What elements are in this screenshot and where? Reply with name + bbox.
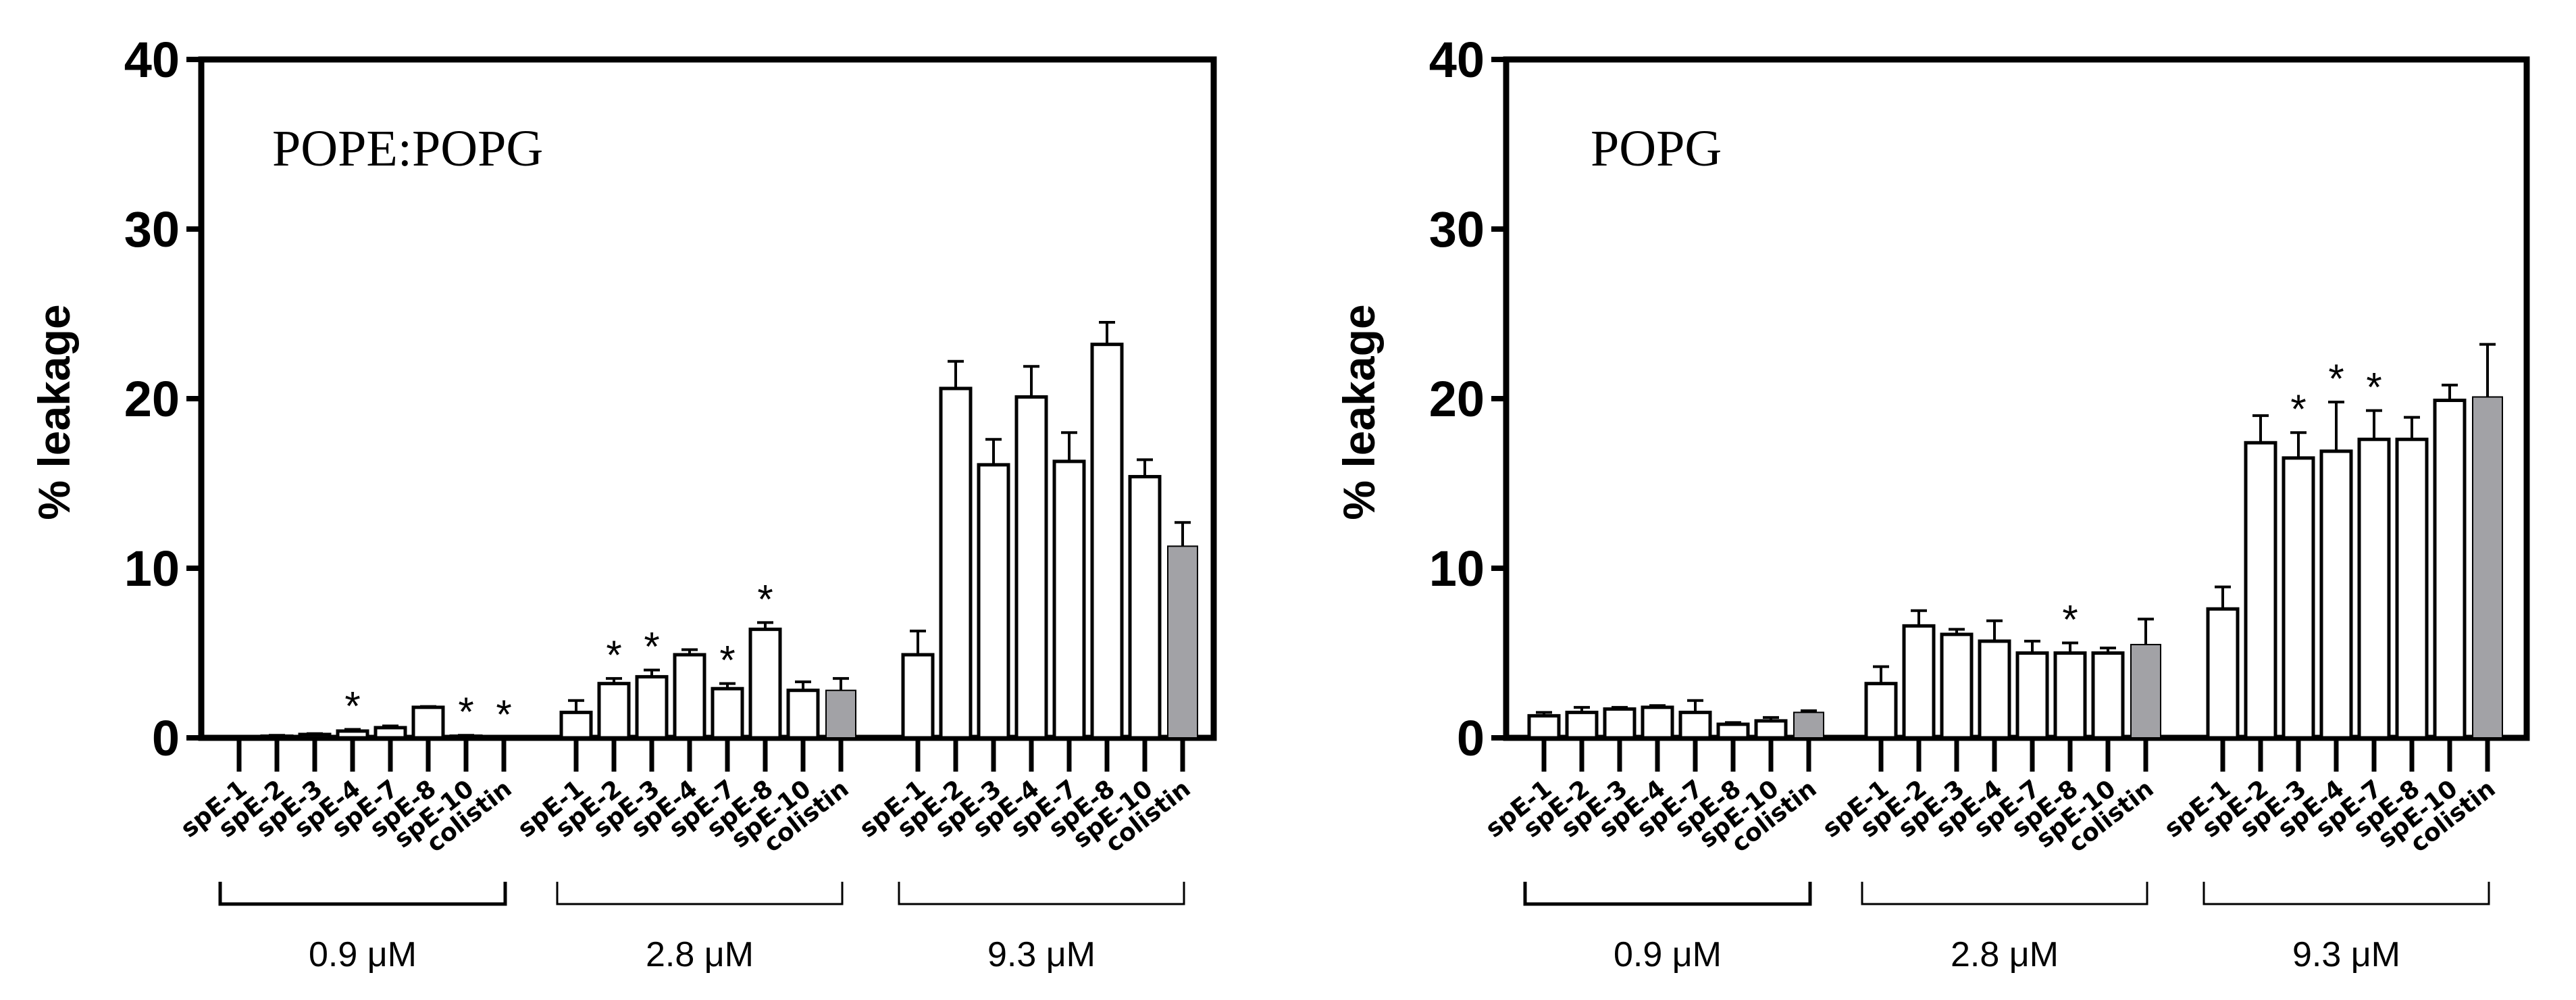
group-bracket bbox=[556, 882, 844, 905]
bar-spE-1 bbox=[559, 710, 593, 740]
bar-spE-4 bbox=[1978, 639, 2011, 740]
bar-spE-1 bbox=[1864, 682, 1898, 740]
bar-spE-10 bbox=[2091, 651, 2125, 740]
bar-spE-8 bbox=[2053, 651, 2087, 740]
group-label: 0.9 μM bbox=[1614, 935, 1722, 974]
bar-colistin bbox=[1167, 545, 1198, 739]
y-tick-label: 30 bbox=[124, 201, 180, 257]
y-tick-label: 40 bbox=[124, 32, 180, 88]
group-label: 9.3 μM bbox=[2292, 935, 2400, 974]
significance-star: * bbox=[606, 632, 621, 678]
bar-spE-7 bbox=[2015, 651, 2049, 740]
significance-star: * bbox=[757, 576, 773, 622]
significance-star: * bbox=[2328, 356, 2344, 401]
bar-spE-1 bbox=[2206, 607, 2240, 740]
bar-spE-4 bbox=[673, 653, 706, 740]
y-tick-label: 30 bbox=[1429, 201, 1485, 257]
bar-spE-8 bbox=[1716, 722, 1750, 740]
group-label: 2.8 μM bbox=[1951, 935, 2059, 974]
y-tick-label: 0 bbox=[1457, 710, 1485, 766]
significance-star: * bbox=[458, 689, 473, 734]
group-bracket bbox=[218, 882, 507, 906]
bar-spE-7 bbox=[711, 686, 744, 740]
bar-spE-10 bbox=[2433, 399, 2467, 740]
bar-spE-3 bbox=[1940, 632, 1974, 740]
bar-spE-3 bbox=[298, 732, 332, 740]
bar-colistin bbox=[1793, 711, 1824, 739]
panel-title: POPE:POPG bbox=[272, 120, 543, 177]
bar-colistin bbox=[825, 689, 856, 739]
group-bracket bbox=[1861, 882, 2148, 905]
bar-spE-10 bbox=[449, 734, 483, 740]
bar-spE-8 bbox=[411, 705, 445, 740]
bar-spE-10 bbox=[786, 689, 820, 740]
bar-spE-4 bbox=[1641, 705, 1674, 740]
significance-star: * bbox=[719, 638, 735, 683]
y-tick-label: 10 bbox=[1429, 541, 1485, 597]
bar-spE-8 bbox=[748, 627, 782, 740]
bar-spE-4 bbox=[336, 729, 369, 740]
bar-spE-2 bbox=[939, 386, 973, 740]
bar-spE-7 bbox=[373, 726, 407, 740]
bar-spE-8 bbox=[1090, 343, 1124, 740]
bar-spE-2 bbox=[260, 734, 294, 740]
bar-spE-2 bbox=[1565, 710, 1599, 740]
bar-spE-7 bbox=[2357, 437, 2391, 740]
panel-title: POPG bbox=[1591, 120, 1722, 177]
bar-spE-10 bbox=[1128, 474, 1162, 740]
bar-spE-2 bbox=[1902, 624, 1936, 740]
bar-spE-7 bbox=[1052, 459, 1086, 740]
bar-spE-4 bbox=[2319, 449, 2353, 740]
y-axis-label: % leakage bbox=[29, 304, 79, 520]
bar-spE-3 bbox=[2282, 456, 2315, 740]
bar-colistin bbox=[2130, 643, 2161, 739]
bar-colistin bbox=[2472, 396, 2503, 739]
significance-star: * bbox=[2062, 597, 2078, 642]
significance-star: * bbox=[496, 692, 511, 737]
significance-star: * bbox=[344, 683, 360, 728]
bar-spE-3 bbox=[977, 463, 1010, 740]
group-bracket bbox=[1523, 882, 1812, 906]
group-label: 2.8 μM bbox=[646, 935, 754, 974]
y-axis-label: % leakage bbox=[1334, 304, 1384, 520]
bar-spE-1 bbox=[901, 653, 935, 740]
y-tick-label: 40 bbox=[1429, 32, 1485, 88]
bar-spE-7 bbox=[1678, 710, 1712, 740]
significance-star: * bbox=[2290, 386, 2306, 432]
bar-spE-10 bbox=[1754, 719, 1788, 740]
bar-spE-3 bbox=[1603, 707, 1637, 740]
significance-star: * bbox=[644, 624, 659, 670]
bar-spE-4 bbox=[1014, 395, 1048, 740]
bar-spE-3 bbox=[635, 675, 669, 740]
bar-spE-1 bbox=[1527, 714, 1561, 740]
group-bracket bbox=[2203, 882, 2490, 905]
bar-spE-2 bbox=[2244, 441, 2277, 740]
y-tick-label: 20 bbox=[124, 371, 180, 427]
bar-spE-2 bbox=[597, 682, 631, 740]
bar-spE-8 bbox=[2395, 437, 2429, 740]
group-bracket bbox=[898, 882, 1185, 905]
group-label: 0.9 μM bbox=[309, 935, 417, 974]
y-tick-label: 20 bbox=[1429, 371, 1485, 427]
y-tick-label: 0 bbox=[152, 710, 180, 766]
significance-star: * bbox=[2366, 365, 2381, 410]
y-tick-label: 10 bbox=[124, 541, 180, 597]
group-label: 9.3 μM bbox=[987, 935, 1096, 974]
